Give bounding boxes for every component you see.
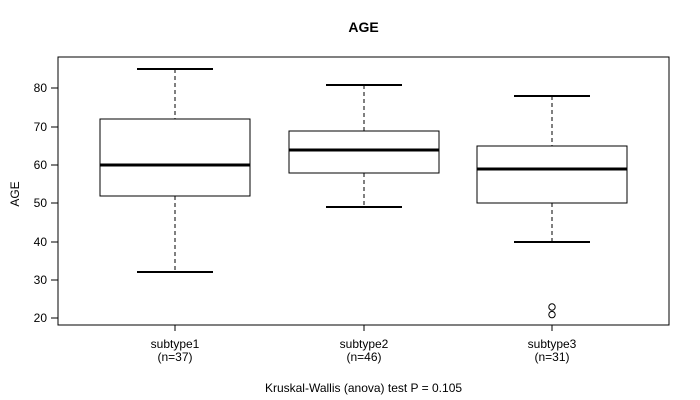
group-name: subtype2 <box>339 337 389 351</box>
group-name: subtype3 <box>527 337 577 351</box>
stat-test-caption: Kruskal-Wallis (anova) test P = 0.105 <box>264 381 463 395</box>
y-tick-label: 60 <box>34 158 48 172</box>
iqr-box <box>99 118 251 197</box>
y-tick-label: 50 <box>34 196 48 210</box>
x-axis-label: subtype1 (n=37) <box>105 338 245 364</box>
y-tick-label: 30 <box>34 273 48 287</box>
group-name: subtype1 <box>150 337 200 351</box>
group-count: (n=37) <box>157 350 193 364</box>
x-axis-label: subtype2 (n=46) <box>294 338 434 364</box>
chart-title: AGE <box>348 19 379 35</box>
y-tick-label: 80 <box>34 81 48 95</box>
iqr-box <box>476 145 628 204</box>
group-count: (n=31) <box>534 350 570 364</box>
outlier-point <box>548 310 556 319</box>
iqr-box <box>288 130 440 174</box>
outlier-point <box>548 303 556 311</box>
y-tick-label: 70 <box>34 120 48 134</box>
y-tick-label: 20 <box>34 311 48 325</box>
x-axis-label: subtype3 (n=31) <box>482 338 622 364</box>
y-tick-label: 40 <box>34 235 48 249</box>
group-count: (n=46) <box>346 350 382 364</box>
